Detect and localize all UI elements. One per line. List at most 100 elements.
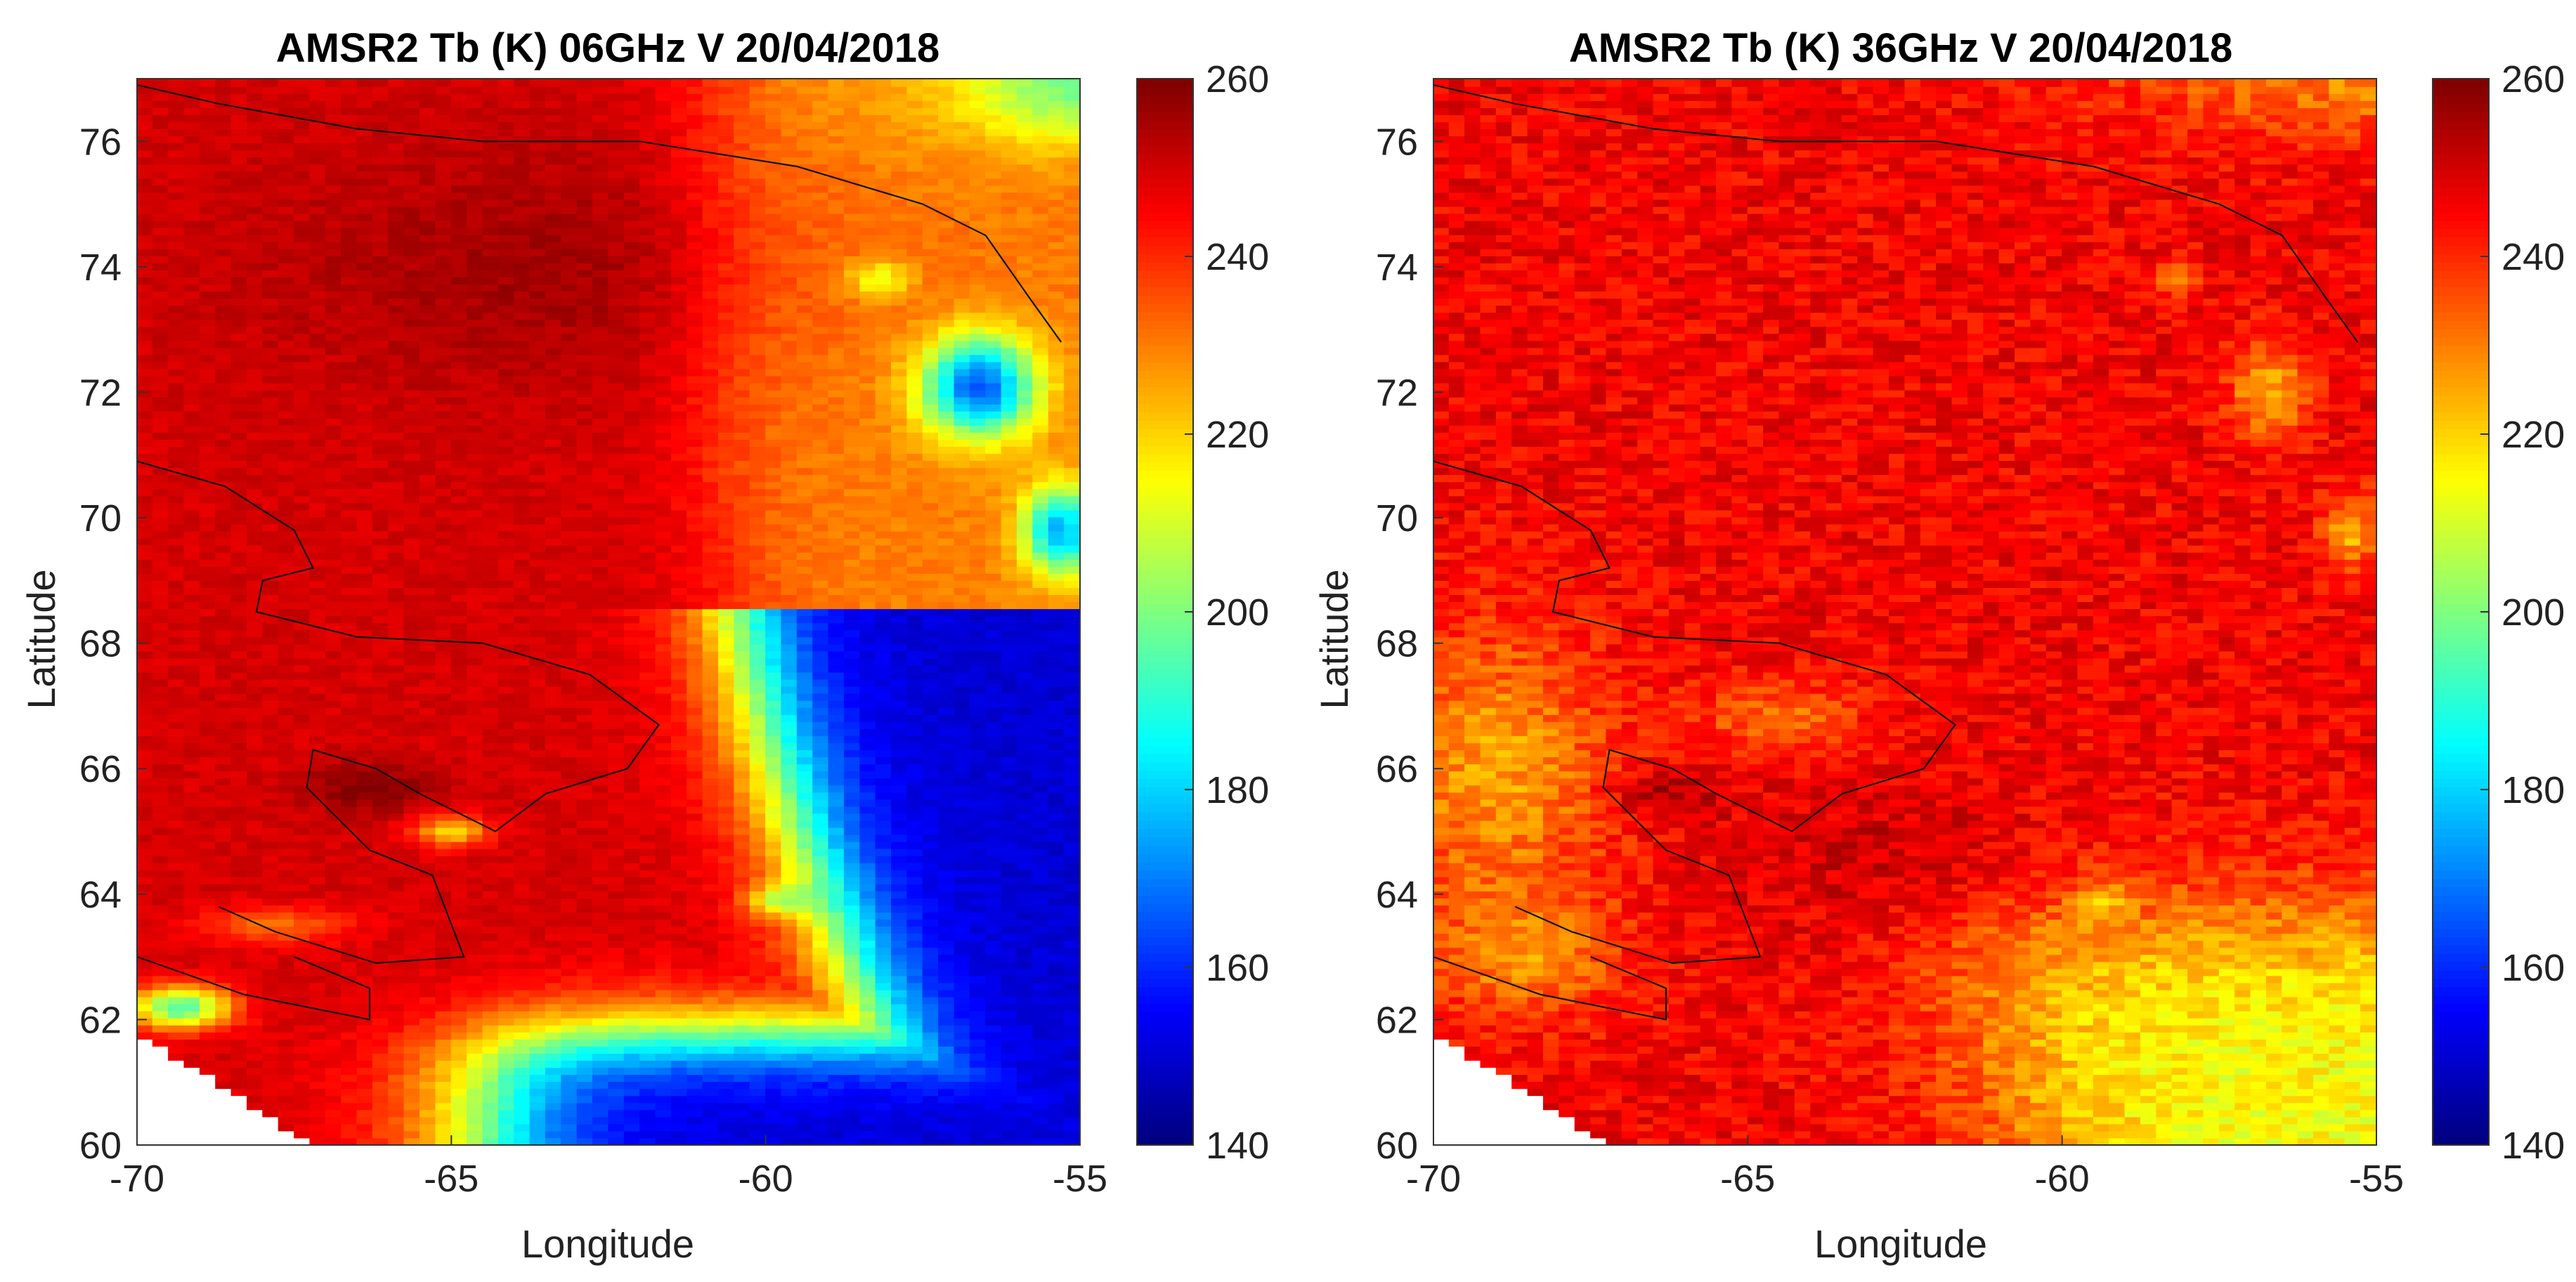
tb-cell [639,982,656,990]
tb-cell [749,982,767,990]
tb-cell [372,883,389,891]
tb-cell [262,1024,279,1033]
tb-cell [278,707,295,715]
tb-cell [687,1038,703,1047]
tb-cell [1016,721,1034,729]
tb-cell [639,961,656,969]
tb-cell [561,911,578,920]
tb-cell [623,686,641,694]
tb-cell [1064,933,1081,941]
tb-cell [168,721,185,729]
tb-cell [561,615,578,624]
tb-cell [294,700,311,708]
tb-cell [435,1109,452,1118]
tb-cell [309,996,326,1005]
tb-cell [687,820,703,828]
tb-cell [435,728,452,736]
tb-cell [670,573,688,581]
tb-cell [592,1024,609,1033]
tb-cell [655,848,672,856]
tb-cell [325,1003,342,1012]
tb-cell [403,707,421,715]
tb-cell [954,785,971,793]
tb-cell [734,876,750,884]
tb-cell [1064,1010,1081,1019]
tb-cell [1064,721,1081,729]
tb-cell [435,940,452,948]
tb-cell [262,1003,279,1012]
tb-cell [734,911,750,920]
tb-cell [419,1024,436,1033]
tb-cell [969,975,987,983]
tb-cell [388,672,405,680]
tb-cell [341,771,358,779]
tb-cell [608,792,625,800]
tb-cell [435,883,452,891]
tb-cell [906,968,923,976]
tb-cell [623,961,641,969]
tb-cell [969,876,987,884]
tb-cell [199,904,216,913]
tb-cell [859,1095,876,1104]
tb-cell [1032,897,1049,905]
tb-cell [309,1017,326,1026]
tb-cell [891,918,908,927]
tb-cell [230,813,248,821]
tb-cell [734,926,750,934]
tb-cell [639,1045,656,1054]
tb-cell [608,771,625,779]
tb-cell [608,778,625,786]
tb-cell [623,1010,641,1019]
tb-cell [985,1081,1002,1090]
tb-cell [497,848,515,856]
tb-cell [545,975,562,983]
tb-cell [670,1038,688,1047]
tb-cell [199,686,216,694]
tb-cell [356,996,374,1005]
tb-cell [435,1010,452,1019]
tb-cell [356,1088,374,1097]
tb-cell [278,544,295,553]
tb-cell [403,721,421,729]
tb-cell [843,1052,861,1061]
tb-cell [592,714,609,722]
tb-cell [529,587,547,595]
tb-cell [497,714,515,722]
tb-cell [152,897,169,905]
tb-cell [467,622,483,631]
tb-cell [1016,558,1034,567]
tb-cell [482,996,500,1005]
tb-cell [199,658,216,666]
tb-cell [734,940,750,948]
tb-cell [514,933,531,941]
tb-cell [623,601,641,610]
tb-cell [467,707,483,715]
tb-cell [608,763,625,772]
tb-cell [781,975,798,983]
tb-cell [891,679,908,687]
tb-cell [891,1017,908,1026]
tb-cell [891,883,908,891]
tb-cell [561,679,578,687]
tb-cell [969,551,987,560]
tb-cell [734,806,750,814]
tb-cell [168,975,185,983]
tb-cell [749,580,767,588]
tb-cell [435,813,452,821]
tb-cell [765,954,782,962]
tb-cell [561,883,578,891]
tb-cell [843,954,861,962]
tb-cell [969,1130,987,1139]
tb-cell [623,558,641,567]
tb-cell [670,707,688,715]
tb-cell [749,778,767,786]
tb-cell [702,650,720,659]
tb-cell [796,771,814,779]
tb-cell [702,785,720,793]
tb-cell [718,594,735,602]
tb-cell [341,735,358,743]
tb-cell [687,558,703,567]
tb-cell [482,629,500,638]
tb-cell [670,876,688,884]
tb-cell [1032,714,1049,722]
